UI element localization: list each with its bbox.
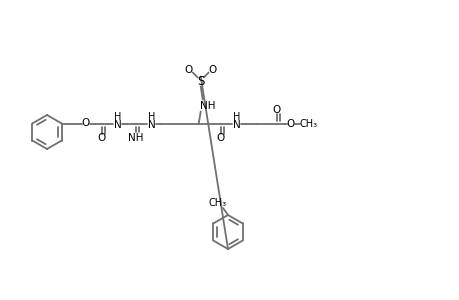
Text: O: O (216, 133, 224, 142)
Text: N: N (147, 119, 155, 130)
Text: H: H (114, 112, 121, 122)
Text: NH: NH (128, 133, 143, 142)
Text: N: N (232, 119, 240, 130)
Text: N: N (113, 119, 121, 130)
Text: CH₃: CH₃ (208, 198, 227, 208)
Text: O: O (97, 133, 106, 142)
Text: H: H (233, 112, 240, 122)
Text: O: O (184, 64, 192, 74)
Text: O: O (286, 118, 294, 128)
Text: O: O (81, 118, 90, 128)
Text: CH₃: CH₃ (299, 118, 317, 128)
Text: NH: NH (200, 100, 215, 110)
Text: O: O (208, 64, 216, 74)
Text: S: S (196, 75, 204, 88)
Text: O: O (272, 104, 280, 115)
Text: H: H (148, 112, 155, 122)
